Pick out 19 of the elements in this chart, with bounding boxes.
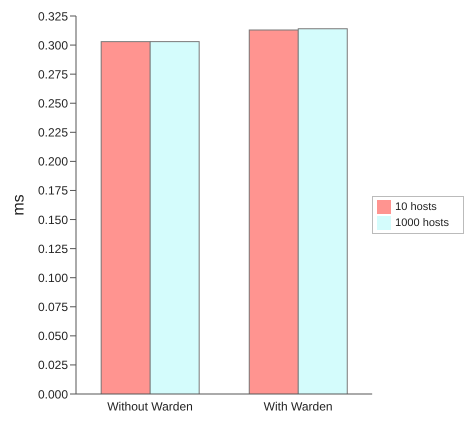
y-tick-label: 0.200 bbox=[38, 154, 68, 169]
x-tick-label: Without Warden bbox=[107, 400, 193, 414]
y-tick-label: 0.250 bbox=[38, 96, 68, 110]
y-axis-title: ms bbox=[10, 194, 28, 216]
y-tick-label: 0.150 bbox=[38, 212, 68, 227]
y-tick-label: 0.275 bbox=[38, 67, 68, 82]
y-tick-label: 0.300 bbox=[38, 38, 68, 52]
y-tick-label: 0.025 bbox=[38, 358, 68, 372]
y-tick-label: 0.100 bbox=[38, 270, 68, 285]
y-tick-label: 0.225 bbox=[38, 126, 68, 140]
legend-label: 1000 hosts bbox=[395, 217, 449, 229]
y-tick-label: 0.050 bbox=[38, 329, 68, 344]
y-tick-label: 0.075 bbox=[38, 300, 68, 314]
y-tick-label: 0.000 bbox=[38, 387, 68, 402]
y-tick-label: 0.325 bbox=[38, 9, 68, 24]
y-tick-label: 0.125 bbox=[38, 242, 68, 256]
y-tick-label: 0.175 bbox=[38, 184, 68, 198]
legend-label: 10 hosts bbox=[395, 201, 437, 213]
x-tick-label: With Warden bbox=[264, 400, 333, 414]
